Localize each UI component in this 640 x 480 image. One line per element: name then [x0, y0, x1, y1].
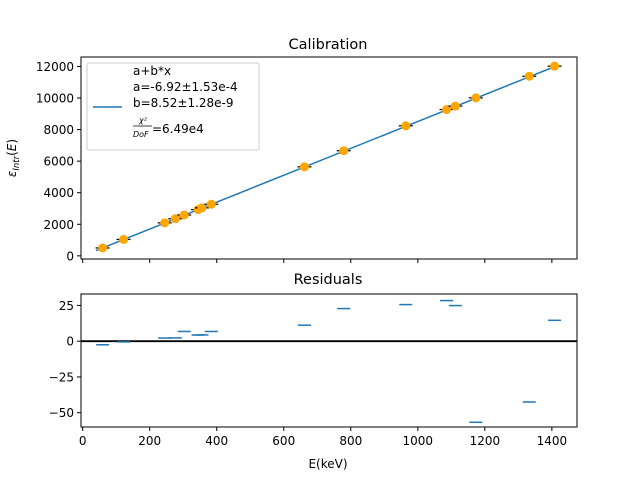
calibration-point: [339, 146, 349, 156]
residuals-x-ticks: 0 200 400 600 800 1000 1200 1400: [79, 427, 567, 448]
calibration-x-ticks: [82, 259, 553, 263]
calibration-point: [160, 218, 170, 228]
calibration-point: [119, 234, 129, 244]
residuals-x-tick-label: 800: [339, 434, 362, 448]
residuals-x-tick-label: 1200: [470, 434, 501, 448]
legend-chi-denominator: DoF: [133, 130, 149, 139]
legend-chi-value: =6.49e4: [152, 122, 204, 136]
residuals-y-tick-label: 25: [59, 299, 74, 313]
residuals-plot-frame: [80, 293, 578, 428]
residuals-x-axis-label: E(keV): [308, 457, 347, 471]
residuals-plot-area: [81, 294, 577, 427]
calibration-y-tick-label: 10000: [36, 92, 74, 106]
residuals-x-tick-label: 400: [205, 434, 228, 448]
legend-param-a: a=-6.92±1.53e-4: [133, 80, 238, 94]
calibration-y-tick-label: 0: [66, 249, 74, 263]
calibration-point: [450, 101, 460, 111]
calibration-point: [98, 243, 108, 253]
residuals-x-tick-label: 1000: [403, 434, 434, 448]
residuals-title: Residuals: [294, 272, 363, 288]
calibration-point: [206, 199, 216, 209]
calibration-y-axis-label: εIntr(E): [5, 139, 22, 177]
residuals-x-tick-label: 200: [138, 434, 161, 448]
calibration-y-tick-label: 2000: [43, 218, 74, 232]
calibration-point: [401, 121, 411, 131]
calibration-point: [179, 210, 189, 220]
residuals-y-tick-label: −25: [49, 370, 74, 384]
calibration-point: [299, 162, 309, 172]
calibration-legend: a+b*x a=-6.92±1.53e-4 b=8.52±1.28e-9 χ² …: [86, 62, 260, 151]
legend-chi-numerator: χ²: [138, 116, 148, 125]
residuals-panel: Residuals −50 −25 0 25 0 200 400 600 800 1000 120…: [49, 272, 578, 471]
legend-box: [86, 62, 260, 151]
calibration-point: [197, 203, 207, 213]
residuals-x-tick-label: 0: [79, 434, 87, 448]
legend-series-label: a+b*x: [133, 64, 171, 78]
calibration-title: Calibration: [289, 37, 368, 53]
calibration-point: [442, 105, 452, 115]
calibration-points-layer: [95, 61, 562, 253]
calibration-y-ticks: 0 2000 4000 6000 8000 10000 12000: [36, 60, 81, 263]
residuals-y-tick-label: −50: [49, 406, 74, 420]
residuals-y-ticks: −50 −25 0 25: [49, 299, 81, 420]
calibration-panel: Calibration εIntr(E) 0 2000 4000 6000 8000 10…: [5, 37, 578, 263]
svg-text:εIntr(E): εIntr(E): [5, 139, 22, 177]
residuals-y-tick-label: 0: [66, 335, 74, 349]
calibration-y-tick-label: 4000: [43, 186, 74, 200]
calibration-point: [170, 214, 180, 224]
residuals-x-tick-label: 600: [272, 434, 295, 448]
calibration-point: [550, 61, 560, 71]
calibration-y-tick-label: 12000: [36, 60, 74, 74]
calibration-y-tick-label: 8000: [43, 123, 74, 137]
calibration-point: [471, 93, 481, 103]
residuals-points-layer: [96, 299, 562, 424]
calibration-y-tick-label: 6000: [43, 155, 74, 169]
residuals-x-tick-label: 1400: [537, 434, 568, 448]
calibration-plot-frame: [80, 56, 578, 260]
legend-param-b: b=8.52±1.28e-9: [133, 96, 234, 110]
calibration-point: [524, 71, 534, 81]
